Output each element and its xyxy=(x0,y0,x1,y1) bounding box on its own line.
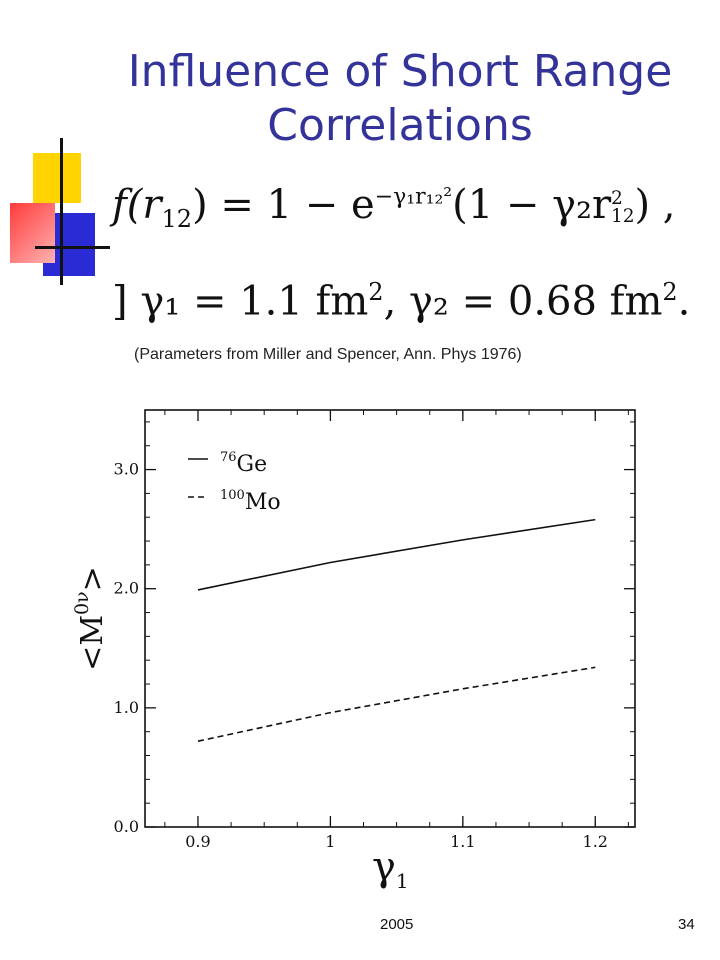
formula-sub2: 12 xyxy=(611,206,635,227)
y-label-part: 0ν xyxy=(71,591,93,615)
formula-line-1: f(r12) = 1 − e−γ₁r₁₂²(1 − γ₂r 2 12) , xyxy=(112,182,676,233)
x-tick-label: 1 xyxy=(325,832,335,851)
plot-frame xyxy=(144,409,636,828)
legend-label-100Mo: 100Mo xyxy=(220,488,281,515)
logo-yellow-square xyxy=(33,153,81,203)
series-line-100Mo xyxy=(197,666,596,742)
formula-exponent: −γ₁r₁₂² xyxy=(374,184,453,210)
logo-horizontal-line xyxy=(35,246,110,249)
legend-label-76Ge: 76Ge xyxy=(220,450,267,477)
legend-mass-number: 76 xyxy=(220,450,237,465)
series-line-76Ge xyxy=(197,518,596,591)
formula-period: . xyxy=(677,278,691,325)
y-tick-label: 1.0 xyxy=(114,698,139,717)
formula-rest: (1 − γ₂r xyxy=(452,182,612,228)
x-tick-label: 1.2 xyxy=(583,832,608,851)
y-tick-label: 2.0 xyxy=(114,579,139,598)
y-axis-label: <M0ν> xyxy=(71,566,110,671)
formula-f: f(r xyxy=(112,182,162,228)
legend-element: Ge xyxy=(237,452,268,477)
x-tick-label: 0.9 xyxy=(185,832,210,851)
slide-title: Influence of Short Range Correlations xyxy=(127,46,673,151)
legend-mass-number: 100 xyxy=(220,488,245,503)
formula-line-2: ] γ₁ = 1.1 fm2, γ₂ = 0.68 fm2. xyxy=(112,278,690,324)
y-tick-label: 3.0 xyxy=(114,460,139,479)
page-number: 34 xyxy=(678,916,695,933)
line-chart: 0.9 1 1.1 1.2 0.0 1.0 2.0 3.0 76Ge 100Mo <M0ν> γ… xyxy=(71,409,636,893)
formula-sub: 12 xyxy=(161,205,193,233)
legend-element: Mo xyxy=(245,490,281,515)
formula-gamma1: γ₁ = 1.1 fm xyxy=(140,278,369,325)
y-label-part: <M xyxy=(75,615,110,671)
x-label-gamma: γ xyxy=(372,844,396,890)
logo-vertical-line xyxy=(60,138,63,285)
x-label-subscript: 1 xyxy=(396,869,409,893)
formula-eq: ) = 1 − e xyxy=(192,182,375,228)
formula-sup-b: 2 xyxy=(662,278,678,306)
y-label-part: > xyxy=(75,566,110,591)
formula-sup2: 2 xyxy=(611,187,623,209)
formula-end: ) , xyxy=(634,182,676,228)
y-tick-label: 0.0 xyxy=(114,817,139,836)
footer-date: 2005 xyxy=(380,916,414,933)
x-axis-label: γ1 xyxy=(372,844,409,893)
formula-gamma2: , γ₂ = 0.68 fm xyxy=(383,278,663,325)
formula-lead: ] xyxy=(112,278,128,325)
formula-sup-a: 2 xyxy=(368,278,384,306)
logo-red-square xyxy=(10,203,55,263)
parameters-caption: (Parameters from Miller and Spencer, Ann… xyxy=(134,346,522,363)
x-tick-label: 1.1 xyxy=(450,832,475,851)
